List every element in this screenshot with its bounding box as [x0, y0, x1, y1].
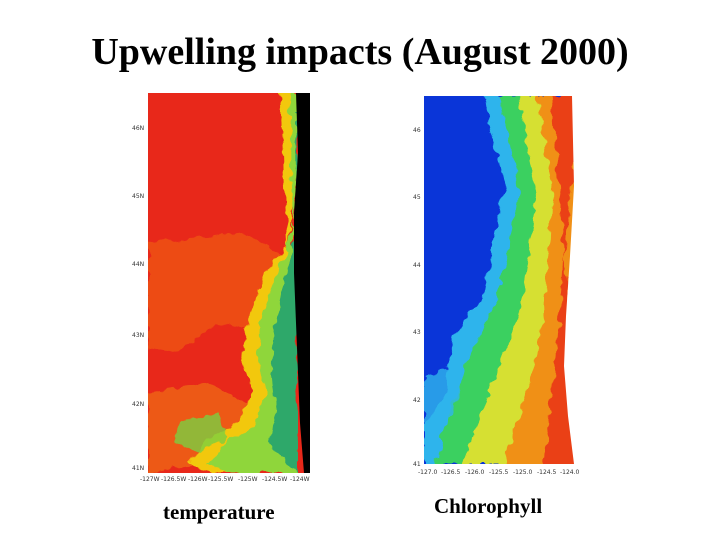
- lon-label: -125.5W: [208, 476, 234, 483]
- land-mask: [564, 96, 580, 464]
- lon-label: -125W: [238, 476, 258, 483]
- lon-label: -126.0: [465, 469, 485, 476]
- lon-label: -124.0: [560, 469, 580, 476]
- cold-upwelling-band: [268, 113, 298, 473]
- lat-label: 45: [413, 194, 421, 201]
- lat-label: 42: [413, 397, 421, 404]
- lon-label: -127W: [140, 476, 160, 483]
- lon-label: -124.5: [537, 469, 557, 476]
- slide-title: Upwelling impacts (August 2000): [91, 31, 629, 73]
- lat-label: 46N: [132, 125, 145, 132]
- lon-label: -126.5W: [161, 476, 187, 483]
- lat-label: 46: [413, 127, 421, 134]
- lat-label: 42N: [132, 401, 145, 408]
- lon-label: -126W: [188, 476, 208, 483]
- lon-label: -126.5: [441, 469, 461, 476]
- lat-label: 43: [413, 329, 421, 336]
- lat-label: 43N: [132, 332, 145, 339]
- lon-label: -124.5W: [262, 476, 288, 483]
- land-mask: [294, 93, 310, 473]
- temperature-map: [148, 93, 310, 473]
- lat-label: 41: [413, 461, 421, 468]
- lon-label: -127.0: [418, 469, 438, 476]
- lat-label: 44: [413, 262, 421, 269]
- lon-label: -125.5: [489, 469, 509, 476]
- temperature-caption: temperature: [163, 500, 275, 524]
- lon-label: -124W: [290, 476, 310, 483]
- lon-label: -125.0: [513, 469, 533, 476]
- lat-label: 45N: [132, 193, 145, 200]
- lat-label: 44N: [132, 261, 145, 268]
- chlorophyll-caption: Chlorophyll: [434, 494, 543, 518]
- lat-label: 41N: [132, 465, 145, 472]
- chlorophyll-map: [424, 96, 580, 464]
